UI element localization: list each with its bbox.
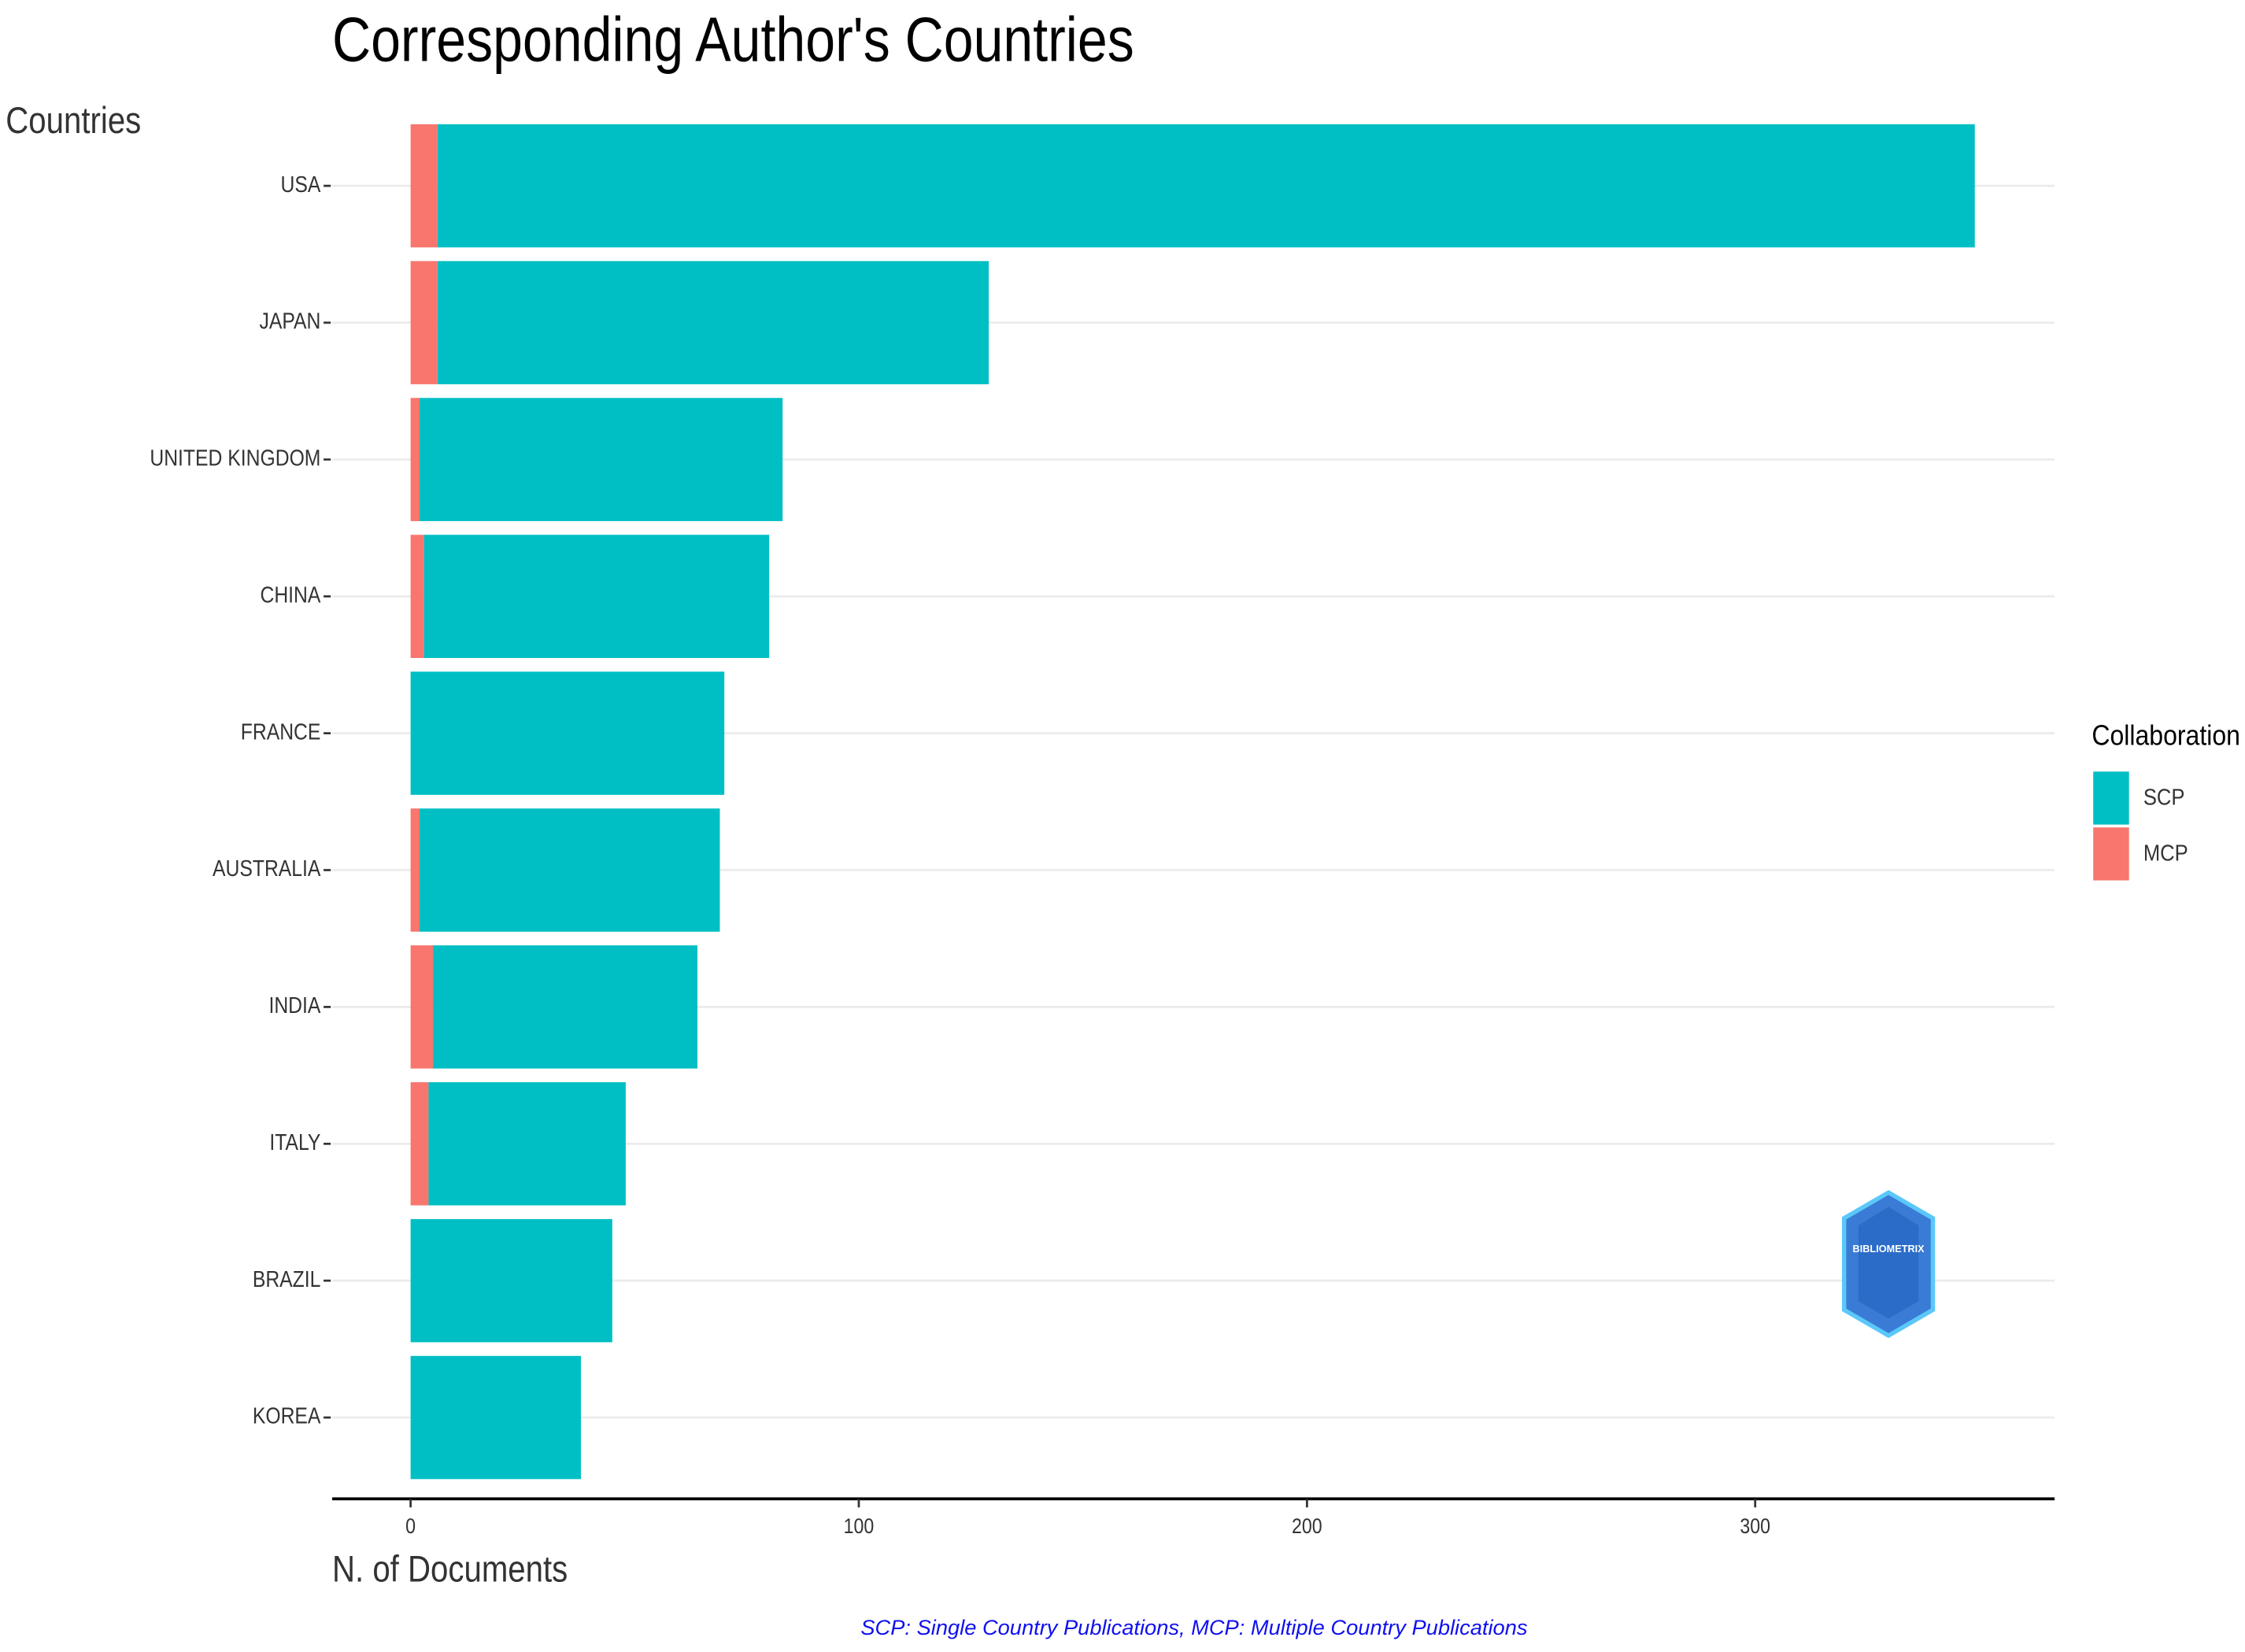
- bar: [420, 397, 783, 522]
- bar: [433, 945, 698, 1069]
- y-tick-label: CHINA: [260, 582, 320, 608]
- bar: [410, 397, 420, 522]
- bar: [410, 808, 420, 932]
- bar: [410, 534, 424, 659]
- legend-label: SCP: [2143, 784, 2185, 810]
- bar: [410, 124, 438, 248]
- y-tick-label: KOREA: [253, 1403, 321, 1428]
- x-tick-label: 0: [405, 1514, 416, 1538]
- y-tick-label: INDIA: [268, 992, 320, 1018]
- y-tick-label: AUSTRALIA: [213, 856, 320, 881]
- y-tick-label: USA: [281, 172, 321, 197]
- bar: [410, 1355, 581, 1480]
- x-tick-label: 100: [844, 1514, 875, 1538]
- bar: [428, 1082, 626, 1206]
- y-tick-label: ITALY: [269, 1129, 320, 1155]
- y-tick-label: BRAZIL: [253, 1266, 321, 1292]
- plot: USA JAPAN UNITED KINGDOM CHINA FRANCE AUSTRAL…: [150, 124, 2188, 1538]
- y-tick-label: UNITED KINGDOM: [150, 445, 320, 471]
- bar: [437, 124, 1975, 248]
- y-tick-label: FRANCE: [241, 719, 321, 744]
- caption: SCP: Single Country Publications, MCP: M…: [860, 1615, 1527, 1639]
- bar: [410, 945, 434, 1069]
- logo-inner: [1858, 1207, 1919, 1319]
- bar: [423, 534, 770, 659]
- bar: [410, 261, 438, 385]
- x-axis-label: N. of Documents: [332, 1549, 568, 1591]
- y-tick-label: JAPAN: [260, 309, 321, 334]
- legend-swatch: [2093, 827, 2129, 881]
- bar: [437, 261, 989, 385]
- logo: BIBLIOMETRIX: [1841, 1189, 1936, 1339]
- logo-text: BIBLIOMETRIX: [1853, 1243, 1925, 1255]
- bar: [410, 1218, 612, 1343]
- x-tick-label: 200: [1292, 1514, 1322, 1538]
- bar: [420, 808, 720, 932]
- bar: [410, 671, 725, 795]
- y-axis-label: Countries: [6, 100, 141, 142]
- chart-title: Corresponding Author's Countries: [332, 4, 1134, 74]
- legend-swatch: [2093, 771, 2129, 825]
- legend-label: MCP: [2143, 840, 2188, 866]
- legend-title: Collaboration: [2092, 719, 2240, 751]
- x-tick-label: 300: [1740, 1514, 1770, 1538]
- bar: [410, 1082, 429, 1206]
